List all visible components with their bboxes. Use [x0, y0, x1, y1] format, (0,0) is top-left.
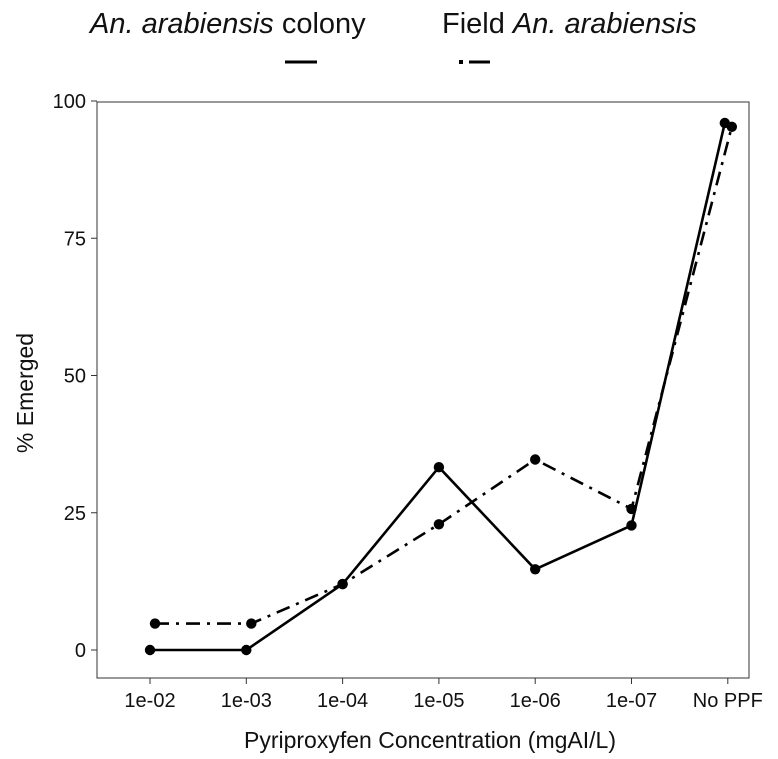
data-point	[433, 462, 445, 473]
x-tick-label: 1e-04	[317, 690, 368, 712]
data-point	[726, 121, 737, 132]
data-point	[433, 519, 445, 530]
data-point	[530, 454, 541, 465]
y-axis: 0 25 50 75 100	[53, 91, 97, 662]
y-tick-label: 75	[64, 228, 86, 250]
legend-key-dashdot	[459, 60, 490, 64]
x-tick-label: 1e-03	[221, 690, 272, 712]
data-point	[144, 644, 156, 656]
x-tick-label: 1e-06	[510, 690, 561, 712]
x-tick-label: 1e-05	[413, 690, 464, 712]
legend-colony-species: An. arabiensis	[90, 8, 274, 40]
data-point	[337, 578, 348, 590]
data-point	[530, 564, 541, 575]
series-line	[155, 126, 734, 625]
series-colony	[144, 117, 730, 656]
legend-field-species: An. arabiensis	[512, 8, 697, 40]
y-tick-label: 50	[64, 366, 86, 388]
data-point	[626, 503, 637, 515]
legend-label-field: Field An. arabiensis	[442, 8, 697, 41]
data-point	[246, 618, 257, 629]
x-tick-label: 1e-07	[606, 690, 657, 712]
y-tick-label: 100	[53, 91, 86, 113]
x-tick-label: No PPF	[693, 690, 763, 712]
legend-colony-suffix: colony	[273, 8, 366, 40]
legend-field-prefix: Field	[442, 8, 513, 40]
x-axis: 1e-02 1e-03 1e-04 1e-05 1e-06 1e-07 No PPF	[124, 678, 763, 712]
series-line	[150, 122, 727, 652]
x-tick-label: 1e-02	[124, 690, 175, 712]
series-layer	[144, 117, 737, 656]
x-axis-title: Pyriproxyfen Concentration (mgAI/L)	[244, 727, 616, 753]
plot-panel	[96, 101, 750, 679]
y-axis-title: % Emerged	[12, 333, 38, 453]
data-point	[626, 520, 637, 531]
series-field	[149, 121, 737, 629]
data-point	[149, 618, 161, 629]
legend-label-colony: An. arabiensis colony	[90, 8, 366, 41]
y-tick-label: 25	[64, 503, 86, 525]
data-point	[241, 644, 252, 656]
y-tick-label: 0	[75, 640, 86, 662]
